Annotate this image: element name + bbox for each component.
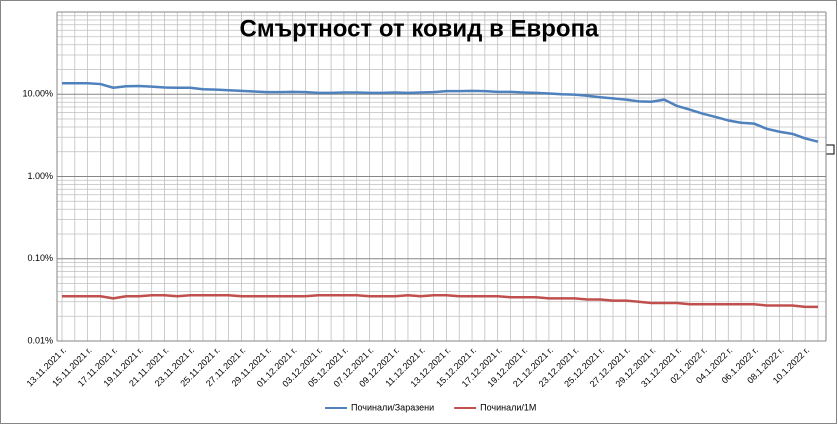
series-line bbox=[62, 293, 818, 309]
legend-label: Починали/Заразени bbox=[351, 402, 434, 412]
chart-title: Смъртност от ковид в Европа bbox=[240, 15, 600, 42]
y-tick-label: 1.00% bbox=[27, 171, 53, 181]
y-tick-label: 10.00% bbox=[22, 89, 53, 99]
legend-label: Починали/1М bbox=[480, 402, 536, 412]
series-line bbox=[62, 82, 819, 143]
y-tick-label: 0.01% bbox=[27, 335, 53, 345]
y-tick-label: 0.10% bbox=[27, 253, 53, 263]
